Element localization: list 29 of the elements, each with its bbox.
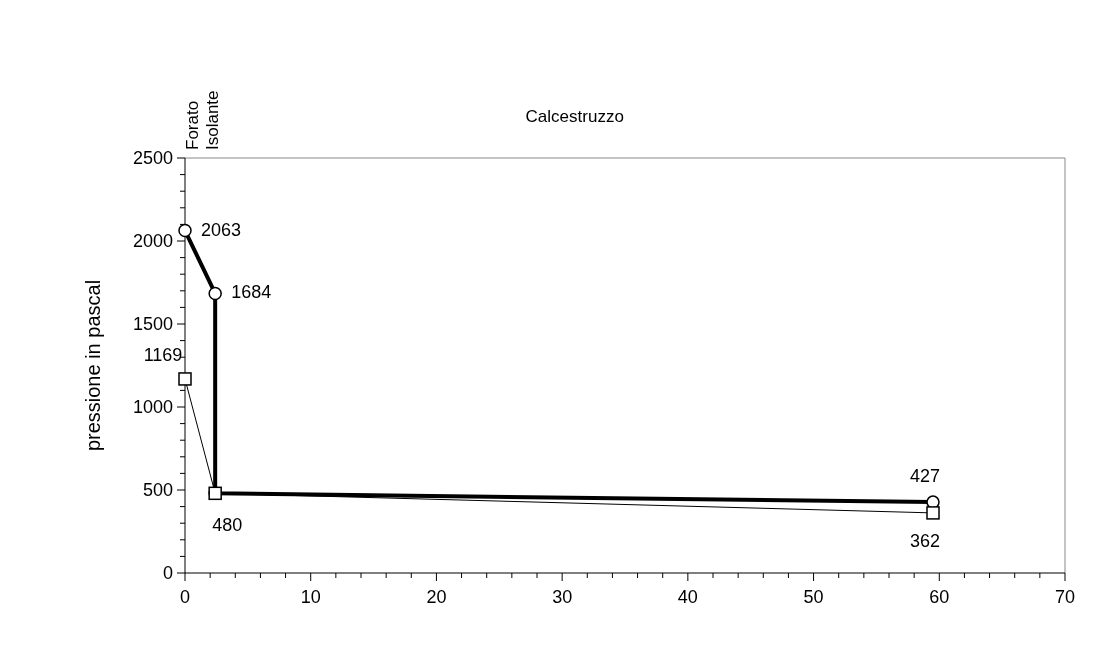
x-tick-label: 70 [1054, 587, 1076, 607]
x-tick-label: 30 [552, 587, 573, 607]
y-tick-label: 0 [162, 563, 173, 583]
y-tick-label: 2000 [132, 231, 173, 251]
x-tick-label: 60 [929, 587, 950, 607]
data-label: 362 [909, 530, 941, 551]
text: Forato [182, 100, 202, 150]
x-tick-label: 0 [179, 587, 191, 607]
point [926, 506, 940, 520]
data-label: 427 [909, 466, 941, 487]
data-label: 2063 [201, 219, 242, 240]
text: Isolante [202, 90, 222, 150]
x-tick-label: 50 [803, 587, 824, 607]
x-tick-label: 40 [677, 587, 698, 607]
data-label: 1684 [231, 282, 272, 303]
y-tick-label: 1500 [132, 314, 173, 334]
x-tick-label: 10 [300, 587, 321, 607]
y-axis-title: pressione in pascal [82, 279, 104, 452]
point [208, 286, 222, 301]
y-tick-label: 500 [142, 480, 173, 500]
point [178, 223, 192, 238]
y-tick-label: 1000 [132, 397, 173, 417]
point [208, 486, 222, 501]
text: Calcestruzzo [525, 107, 624, 126]
point [178, 372, 192, 386]
data-label: 1169 [143, 344, 183, 365]
x-tick-label: 20 [426, 587, 447, 607]
y-tick-label: 2500 [132, 148, 173, 168]
data-label: 480 [212, 515, 243, 536]
